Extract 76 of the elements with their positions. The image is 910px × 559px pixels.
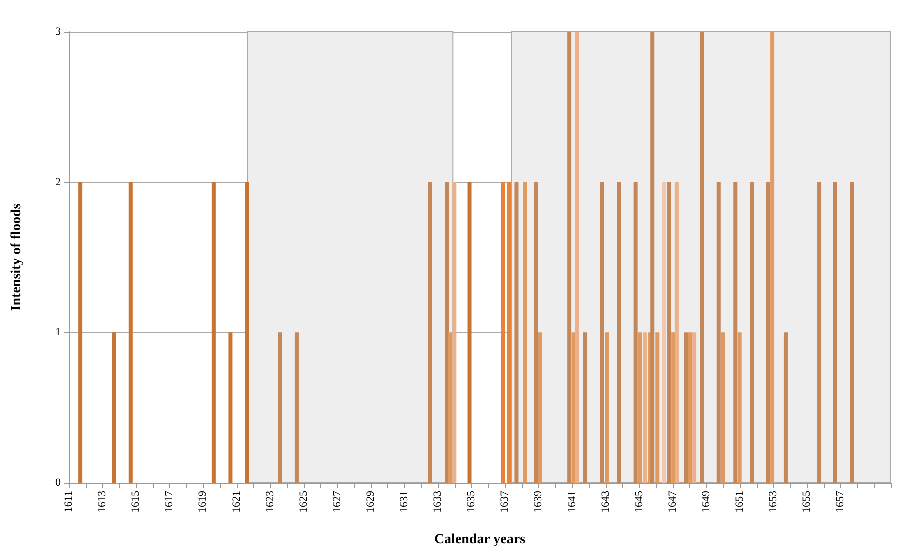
x-tick-label: 1643 (600, 490, 612, 513)
bar (688, 332, 692, 483)
y-tick-label: 2 (56, 176, 61, 188)
bar (617, 182, 622, 483)
bar (605, 332, 610, 483)
bar (112, 332, 116, 483)
x-tick-label: 1627 (331, 490, 344, 513)
x-tick-label: 1631 (398, 491, 411, 513)
bar (245, 182, 250, 483)
x-tick-label: 1649 (700, 490, 712, 513)
bar (228, 332, 233, 483)
x-tick-label: 1625 (298, 490, 310, 513)
bar (784, 332, 788, 483)
bar (448, 332, 452, 483)
x-tick-label: 1633 (432, 490, 444, 513)
bar (468, 182, 472, 483)
bar (850, 182, 854, 483)
x-tick-label: 1647 (666, 490, 679, 513)
x-tick-label: 1629 (364, 490, 377, 513)
bar (212, 182, 216, 483)
x-tick-label: 1611 (63, 491, 75, 513)
bar (833, 182, 838, 483)
x-tick-label: 1615 (130, 490, 142, 513)
bar (294, 332, 299, 483)
bar (692, 332, 697, 483)
bar (662, 182, 666, 483)
bar (584, 332, 588, 483)
bar (650, 32, 655, 483)
bar (818, 182, 822, 483)
y-axis-title: Intensity of floods (10, 203, 24, 312)
bar (770, 32, 775, 483)
bar (643, 332, 648, 483)
bar (568, 32, 572, 483)
bar (738, 332, 742, 483)
bar (128, 182, 133, 483)
bar (534, 182, 538, 483)
y-tick-label: 3 (56, 26, 62, 38)
bar (428, 182, 432, 483)
bar (700, 32, 704, 483)
bar (78, 182, 83, 483)
bar (575, 32, 580, 483)
bar (684, 332, 688, 483)
x-tick-label: 1637 (499, 490, 512, 513)
bar (721, 332, 726, 483)
bar (514, 182, 519, 483)
bar (634, 182, 638, 483)
bar (734, 182, 738, 483)
x-tick-label: 1653 (768, 490, 780, 513)
x-tick-label: 1621 (230, 491, 243, 513)
y-tick-label: 1 (56, 326, 61, 339)
x-tick-label: 1619 (197, 490, 210, 513)
bar (766, 182, 770, 483)
x-tick-label: 1657 (834, 490, 847, 513)
x-tick-label: 1655 (801, 490, 814, 513)
x-tick-label: 1641 (566, 491, 578, 513)
x-tick-label: 1639 (532, 490, 545, 513)
bar (674, 182, 679, 483)
bar (750, 182, 754, 483)
x-axis-title: Calendar years (434, 532, 526, 548)
y-tick-label: 0 (56, 477, 62, 489)
x-tick-label: 1651 (734, 491, 746, 513)
bar (716, 182, 721, 483)
x-tick-label: 1617 (164, 490, 176, 513)
bar (600, 182, 604, 483)
bar (452, 182, 457, 483)
bar (278, 332, 282, 483)
bar (538, 332, 542, 483)
bar (656, 332, 660, 483)
x-tick-label: 1613 (96, 490, 109, 513)
bar (638, 332, 642, 483)
bar (667, 182, 672, 483)
bar (445, 182, 450, 483)
bar (523, 182, 528, 483)
x-tick-label: 1635 (466, 490, 478, 513)
x-tick-label: 1645 (633, 490, 646, 513)
x-tick-label: 1623 (264, 490, 276, 513)
